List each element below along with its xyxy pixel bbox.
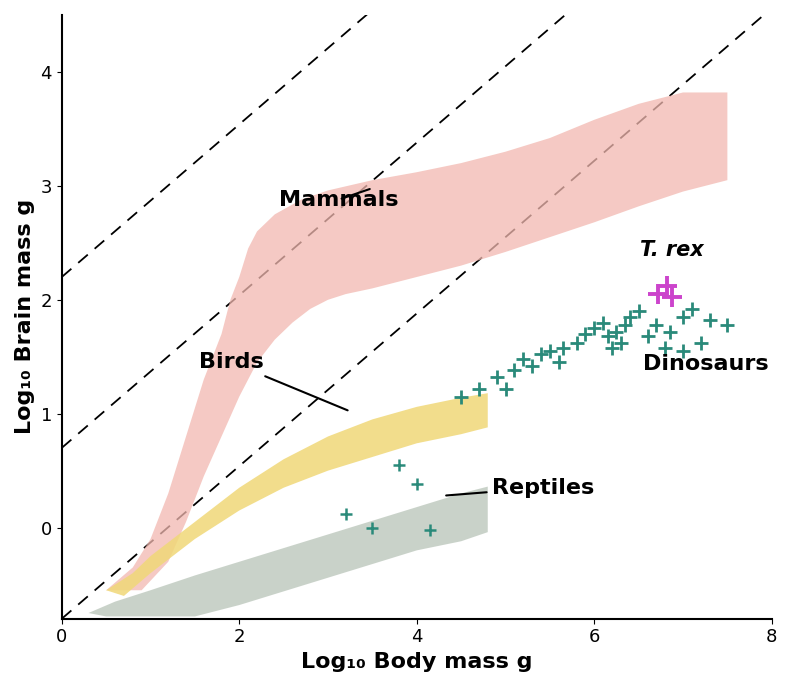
- Text: Dinosaurs: Dinosaurs: [643, 354, 769, 374]
- X-axis label: Log₁₀ Body mass g: Log₁₀ Body mass g: [301, 652, 533, 672]
- Polygon shape: [106, 393, 488, 596]
- Y-axis label: Log₁₀ Brain mass g: Log₁₀ Brain mass g: [15, 199, 35, 434]
- Polygon shape: [89, 486, 488, 616]
- Text: Mammals: Mammals: [279, 189, 398, 210]
- Polygon shape: [106, 93, 727, 590]
- Text: Birds: Birds: [199, 352, 348, 410]
- Text: T. rex: T. rex: [641, 240, 704, 260]
- Text: Reptiles: Reptiles: [446, 477, 594, 497]
